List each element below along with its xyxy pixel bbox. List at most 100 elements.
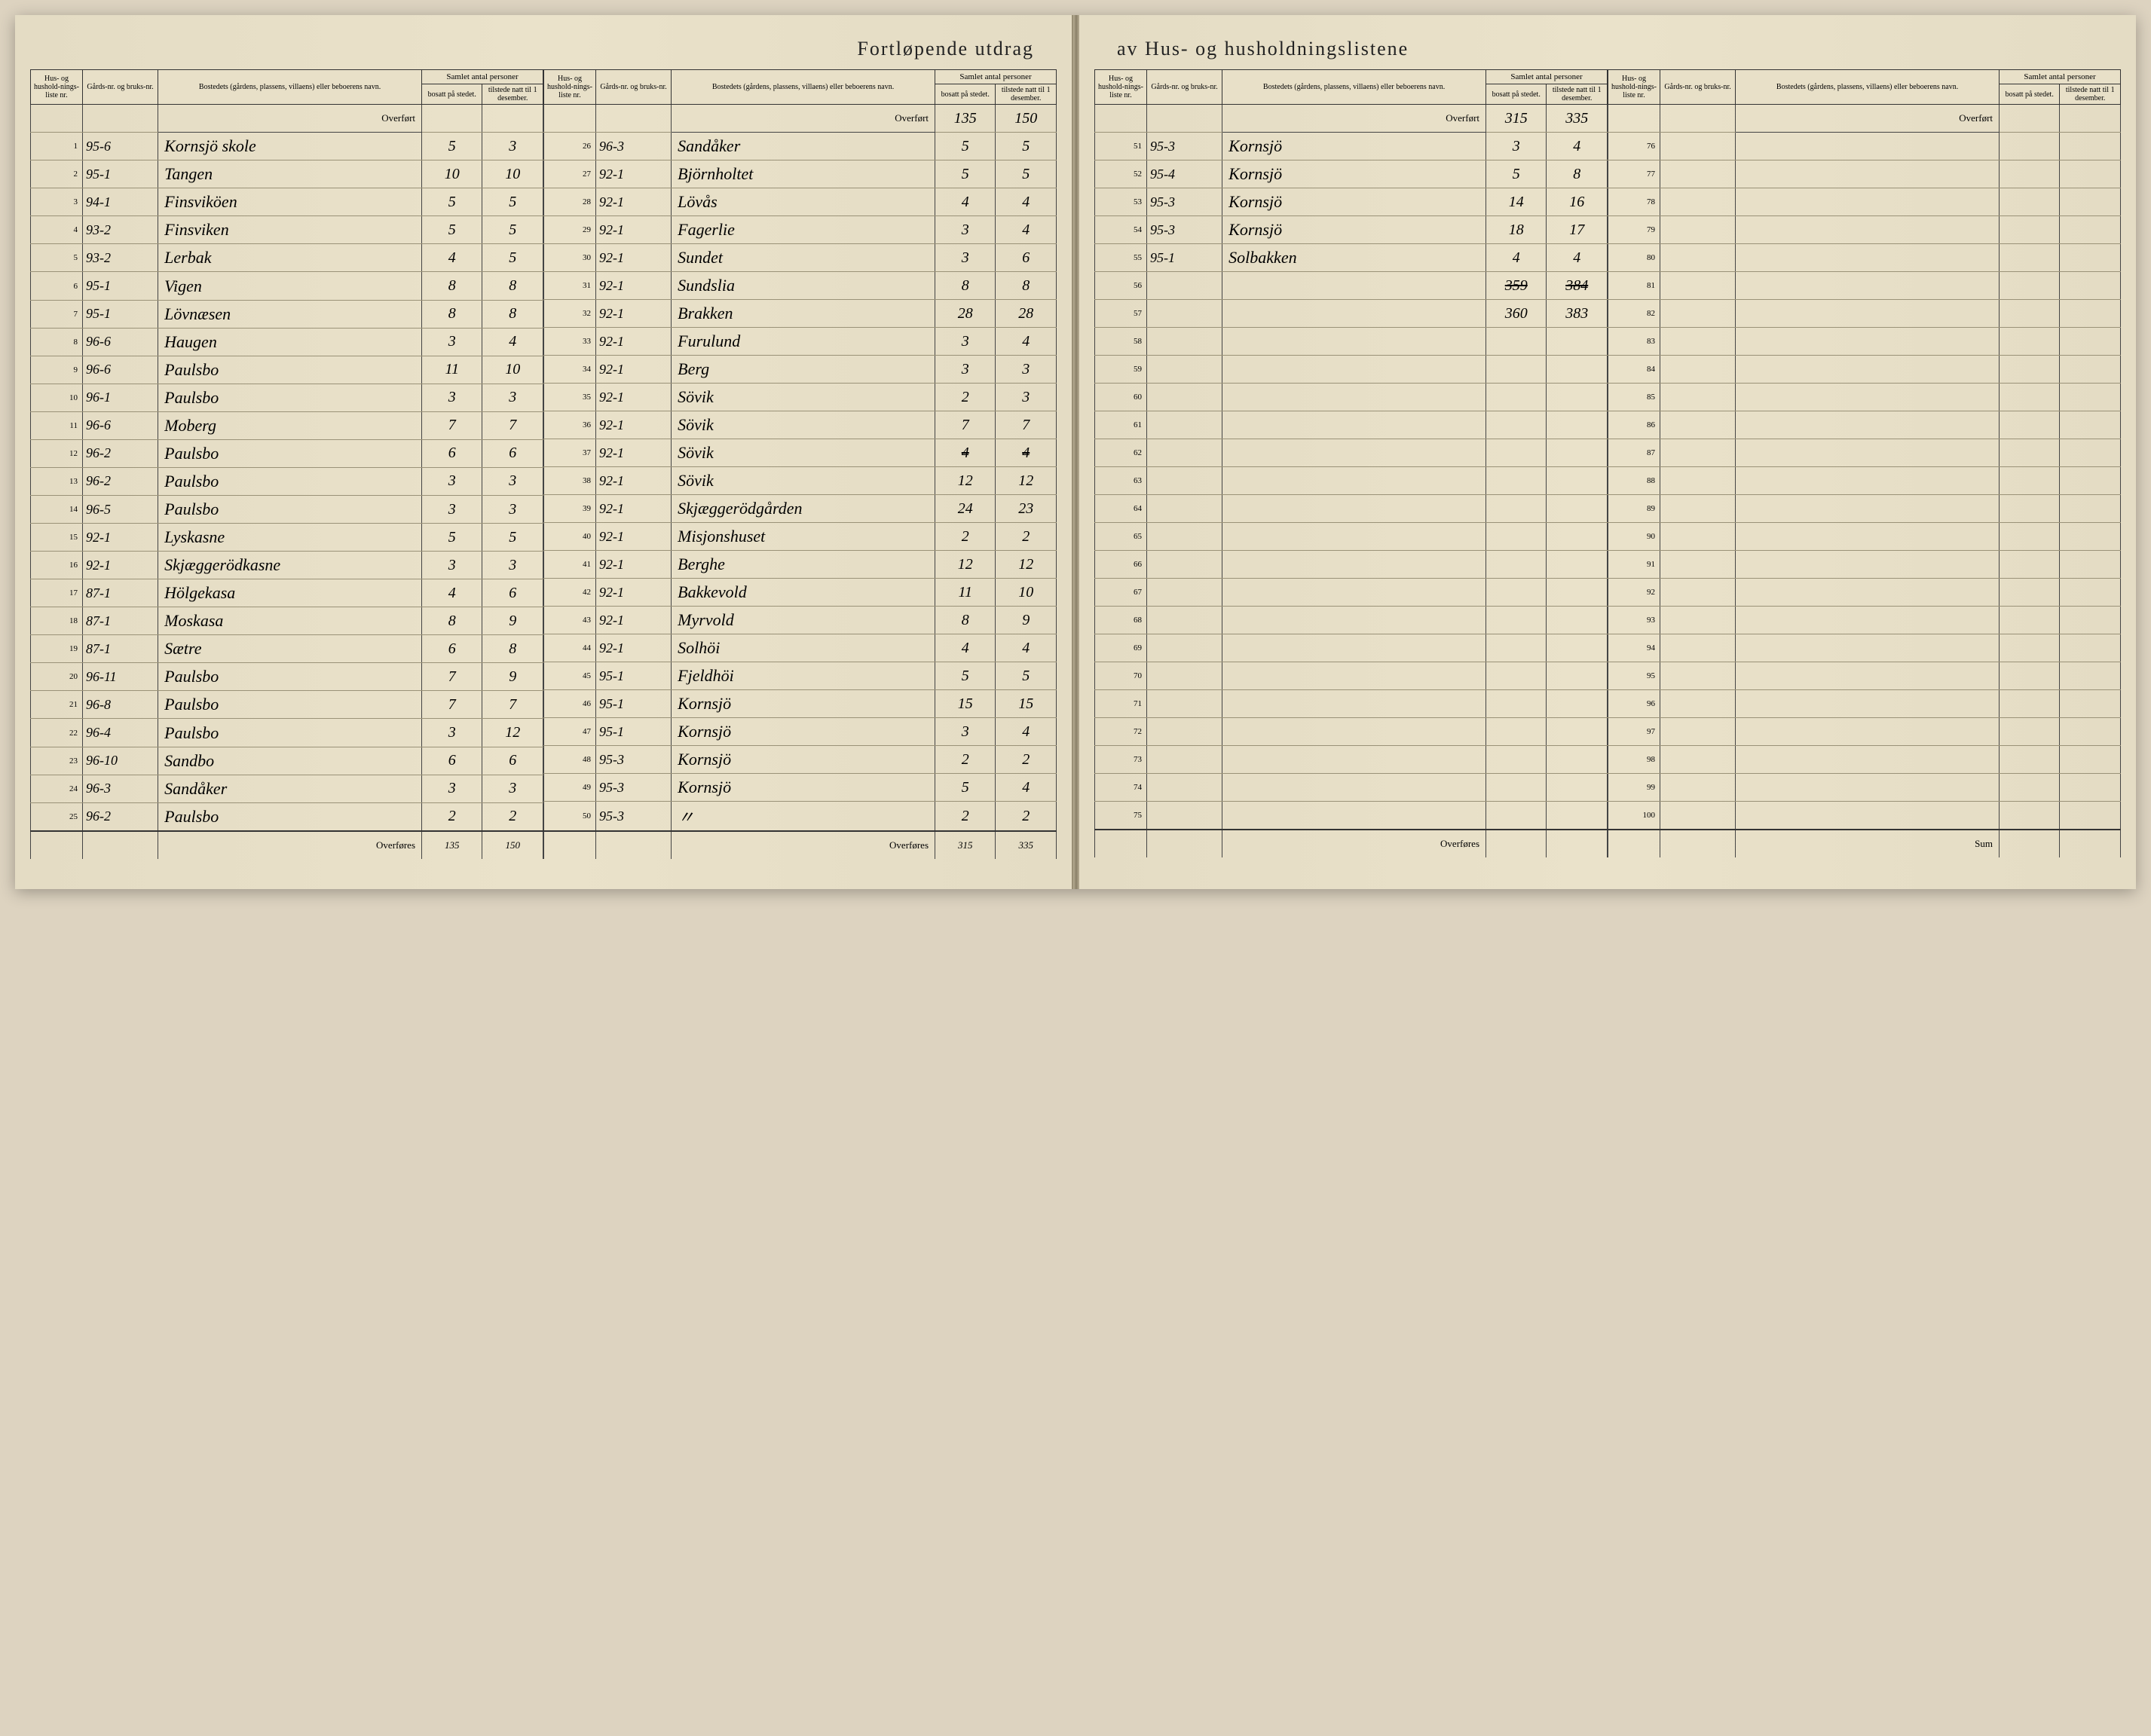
- bosatt-count: 5: [1486, 160, 1547, 188]
- bosatt-count: [2000, 718, 2060, 746]
- gard-nr: [1146, 467, 1222, 495]
- row-num: 72: [1095, 718, 1147, 746]
- tilstede-count: 3: [482, 552, 543, 579]
- bosted-name: [1736, 551, 2000, 579]
- row-num: 4: [31, 216, 83, 244]
- bosted-name: Sundslia: [672, 272, 935, 300]
- bosatt-count: [2000, 467, 2060, 495]
- gard-nr: [82, 105, 158, 133]
- overfort-tilstede: 150: [996, 105, 1057, 133]
- gard-nr: [1660, 272, 1735, 300]
- tilstede-count: 7: [482, 691, 543, 719]
- tilstede-count: [2060, 300, 2121, 328]
- table-row: 2 95-1 Tangen 10 10: [31, 160, 543, 188]
- gard-nr: [1146, 634, 1222, 662]
- bosatt-count: [2000, 300, 2060, 328]
- bosted-name: [1736, 188, 2000, 216]
- table-row: 26 96-3 Sandåker 5 5: [544, 133, 1057, 160]
- table-row: 89: [1608, 495, 2121, 523]
- gard-nr: [1660, 439, 1735, 467]
- tilstede-count: 4: [1547, 244, 1608, 272]
- tilstede-count: [1547, 662, 1608, 690]
- tilstede-count: 3: [482, 775, 543, 802]
- gard-nr: 96-10: [82, 747, 158, 775]
- tilstede-count: 2: [996, 802, 1057, 832]
- row-num: 3: [31, 188, 83, 216]
- tilstede-count: 4: [996, 634, 1057, 662]
- bosted-name: Lerbak: [158, 244, 422, 272]
- gard-nr: 96-11: [82, 663, 158, 691]
- gard-nr: 92-1: [595, 551, 671, 579]
- bosted-name: Solhöi: [672, 634, 935, 662]
- overfores-bosatt: [1486, 830, 1547, 857]
- row-num: 40: [544, 523, 596, 551]
- row-num: 10: [31, 384, 83, 411]
- tilstede-count: 8: [482, 635, 543, 663]
- bosted-name: Sandåker: [672, 133, 935, 160]
- bosatt-count: 12: [935, 467, 996, 495]
- gard-nr: [1146, 718, 1222, 746]
- row-num: 13: [31, 467, 83, 495]
- table-row: 61: [1095, 411, 1608, 439]
- table-row: 29 92-1 Fagerlie 3 4: [544, 216, 1057, 244]
- left-page: Fortløpende utdrag Hus- og hushold-nings…: [15, 15, 1073, 889]
- bosatt-count: 28: [935, 300, 996, 328]
- gard-nr: [1146, 328, 1222, 356]
- table-row: 91: [1608, 551, 2121, 579]
- gard-nr: [1660, 328, 1735, 356]
- bosatt-count: 10: [422, 160, 482, 188]
- row-num: 21: [31, 691, 83, 719]
- gard-nr: [1146, 105, 1222, 133]
- tilstede-count: 10: [996, 579, 1057, 607]
- tilstede-count: [1547, 467, 1608, 495]
- tilstede-count: [1547, 746, 1608, 774]
- row-num: 7: [31, 300, 83, 328]
- row-num: 58: [1095, 328, 1147, 356]
- bosatt-count: [1486, 690, 1547, 718]
- tilstede-count: 4: [996, 774, 1057, 802]
- bosted-name: Moskasa: [158, 607, 422, 635]
- gard-nr: 96-5: [82, 495, 158, 523]
- bosted-name: [1736, 467, 2000, 495]
- bosted-name: 〃: [672, 802, 935, 832]
- table-row: 8 96-6 Haugen 3 4: [31, 328, 543, 356]
- row-num: 51: [1095, 133, 1147, 160]
- table-row: 41 92-1 Berghe 12 12: [544, 551, 1057, 579]
- tilstede-count: 5: [996, 160, 1057, 188]
- bosted-name: Paulsbo: [158, 384, 422, 411]
- bosatt-count: 18: [1486, 216, 1547, 244]
- bosted-name: Sætre: [158, 635, 422, 663]
- gard-nr: [1660, 579, 1735, 607]
- bosatt-count: 8: [422, 607, 482, 635]
- gard-nr: 92-1: [595, 607, 671, 634]
- gard-nr: 95-1: [1146, 244, 1222, 272]
- bosatt-count: 24: [935, 495, 996, 523]
- table-row: 43 92-1 Myrvold 8 9: [544, 607, 1057, 634]
- table-row: 63: [1095, 467, 1608, 495]
- th-bosted: Bostedets (gårdens, plassens, villaens) …: [672, 70, 935, 105]
- tilstede-count: 12: [996, 551, 1057, 579]
- bosted-name: Paulsbo: [158, 439, 422, 467]
- table-row: 53 95-3 Kornsjö 14 16: [1095, 188, 1608, 216]
- bosatt-count: [1486, 495, 1547, 523]
- bosatt-count: [2000, 802, 2060, 830]
- row-num: 32: [544, 300, 596, 328]
- tilstede-count: 15: [996, 690, 1057, 718]
- gard-nr: [1660, 523, 1735, 551]
- table-row: 13 96-2 Paulsbo 3 3: [31, 467, 543, 495]
- gard-nr: [82, 831, 158, 859]
- table-row: 86: [1608, 411, 2121, 439]
- table-row: 75: [1095, 802, 1608, 830]
- row-num: 87: [1608, 439, 1660, 467]
- row-num: 39: [544, 495, 596, 523]
- bosatt-count: 2: [935, 384, 996, 411]
- gard-nr: 95-4: [1146, 160, 1222, 188]
- bosatt-count: [1486, 662, 1547, 690]
- bosted-name: [1736, 356, 2000, 384]
- gard-nr: [1660, 495, 1735, 523]
- row-num: [1608, 830, 1660, 857]
- gard-nr: 93-2: [82, 244, 158, 272]
- bosted-name: Kornsjö: [672, 690, 935, 718]
- row-num: 20: [31, 663, 83, 691]
- row-num: 8: [31, 328, 83, 356]
